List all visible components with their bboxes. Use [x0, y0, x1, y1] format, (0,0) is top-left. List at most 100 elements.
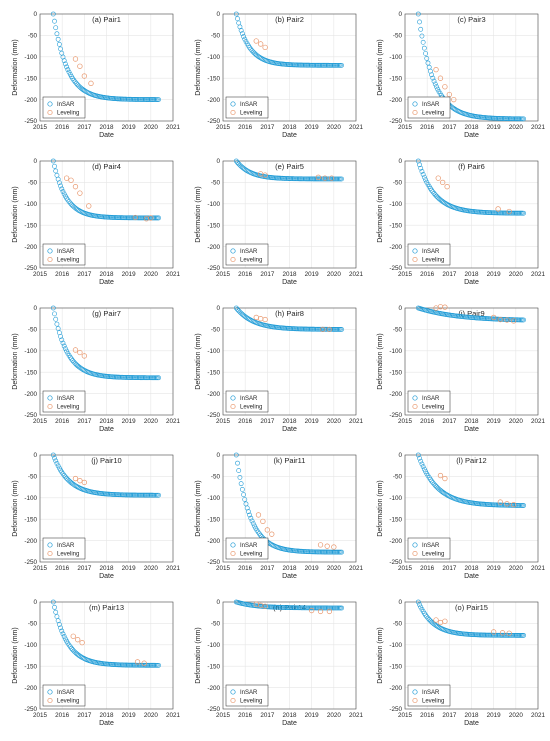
y-tick-label: -50: [211, 474, 221, 481]
insar-point: [130, 375, 136, 380]
x-axis-label: Date: [99, 426, 114, 433]
insar-point: [71, 77, 77, 83]
insar-point: [69, 645, 74, 651]
x-axis-label: Date: [282, 132, 297, 139]
x-axis-label: Date: [282, 279, 297, 286]
x-tick-label: 2021: [349, 271, 364, 278]
insar-point: [288, 605, 294, 611]
insar-point: [293, 176, 299, 182]
insar-point: [135, 492, 141, 498]
insar-point: [333, 605, 338, 611]
y-tick-label: -250: [24, 706, 37, 713]
insar-point: [156, 375, 161, 381]
insar-point: [441, 490, 447, 496]
insar-point: [235, 160, 240, 165]
insar-point: [236, 308, 242, 314]
insar-point: [302, 605, 308, 611]
insar-point: [241, 492, 246, 498]
leveling-point: [77, 190, 83, 196]
legend-label: InSAR: [57, 396, 75, 402]
series-leveling: [253, 38, 268, 51]
x-tick-label: 2016: [420, 565, 435, 572]
insar-point: [54, 321, 60, 327]
subplot-title: (l) Pair12: [456, 456, 486, 465]
legend-label: Leveling: [422, 258, 444, 264]
insar-point: [135, 97, 141, 102]
insar-point: [505, 210, 511, 216]
x-axis-label: Date: [464, 279, 479, 286]
insar-point: [131, 662, 137, 668]
series-insar: [50, 599, 161, 668]
insar-point: [70, 358, 76, 363]
legend-marker: [230, 248, 236, 254]
series-insar: [415, 158, 526, 216]
y-tick-label: -250: [207, 706, 220, 713]
legend-label: Leveling: [240, 552, 262, 558]
x-tick-label: 2018: [99, 565, 114, 572]
y-axis-label: Deformation (mm): [12, 627, 19, 683]
y-tick-label: -100: [389, 201, 402, 208]
insar-point: [134, 492, 140, 498]
y-tick-label: -200: [207, 685, 220, 692]
insar-point: [142, 375, 148, 381]
insar-point: [518, 503, 524, 508]
y-tick-label: -150: [207, 222, 220, 229]
insar-point: [58, 46, 63, 52]
legend: InSAR Leveling: [42, 390, 86, 413]
leveling-point: [444, 184, 450, 190]
leveling-point: [322, 175, 328, 181]
x-tick-label: 2015: [398, 271, 413, 278]
insar-point: [127, 215, 132, 221]
x-tick-label: 2015: [33, 271, 48, 278]
insar-point: [241, 34, 246, 39]
legend-marker: [47, 248, 53, 254]
insar-point: [154, 215, 160, 221]
insar-point: [310, 62, 315, 68]
legend-box: [225, 96, 269, 119]
insar-point: [79, 86, 85, 92]
x-tick-label: 2018: [464, 271, 479, 278]
insar-point: [517, 632, 523, 638]
leveling-point: [81, 73, 87, 79]
insar-point: [150, 375, 155, 381]
x-tick-label: 2017: [260, 712, 275, 719]
x-tick-label: 2017: [442, 124, 457, 131]
insar-point: [323, 605, 329, 611]
subplot-13: 2015 2016 2017 2018 2019 2020 2021 0 -50 -100 -150…: [12, 599, 180, 727]
insar-point: [307, 605, 313, 611]
insar-point: [64, 348, 70, 354]
axes-frame: [404, 601, 539, 710]
subplot-2: 2015 2016 2017 2018 2019 2020 2021 0 -50 -100 -150…: [195, 11, 363, 139]
insar-point: [321, 605, 326, 611]
series-insar: [50, 452, 161, 498]
legend-marker: [47, 542, 53, 548]
leveling-point: [79, 640, 85, 646]
insar-point: [504, 116, 510, 122]
y-axis-label: Deformation (mm): [12, 480, 19, 536]
insar-point: [138, 375, 143, 381]
y-tick-label: -50: [393, 621, 403, 628]
insar-point: [329, 549, 335, 555]
insar-point: [511, 116, 517, 122]
insar-point: [329, 605, 335, 611]
leveling-point: [77, 63, 83, 69]
x-tick-label: 2016: [55, 418, 70, 425]
insar-point: [247, 512, 253, 518]
leveling-point: [134, 659, 141, 665]
insar-point: [125, 662, 131, 668]
insar-point: [247, 45, 253, 50]
insar-point: [515, 116, 520, 122]
insar-point: [511, 632, 517, 638]
series-insar: [233, 599, 344, 611]
insar-point: [519, 632, 525, 638]
insar-point: [333, 549, 338, 555]
insar-point: [516, 632, 522, 638]
insar-point: [323, 549, 329, 555]
x-tick-label: 2019: [487, 124, 502, 131]
insar-point: [67, 200, 73, 206]
insar-point: [239, 486, 245, 492]
insar-point: [513, 210, 519, 216]
axes-frame: [222, 13, 357, 122]
y-tick-label: 0: [216, 305, 220, 312]
x-axis-label: Date: [464, 132, 479, 139]
